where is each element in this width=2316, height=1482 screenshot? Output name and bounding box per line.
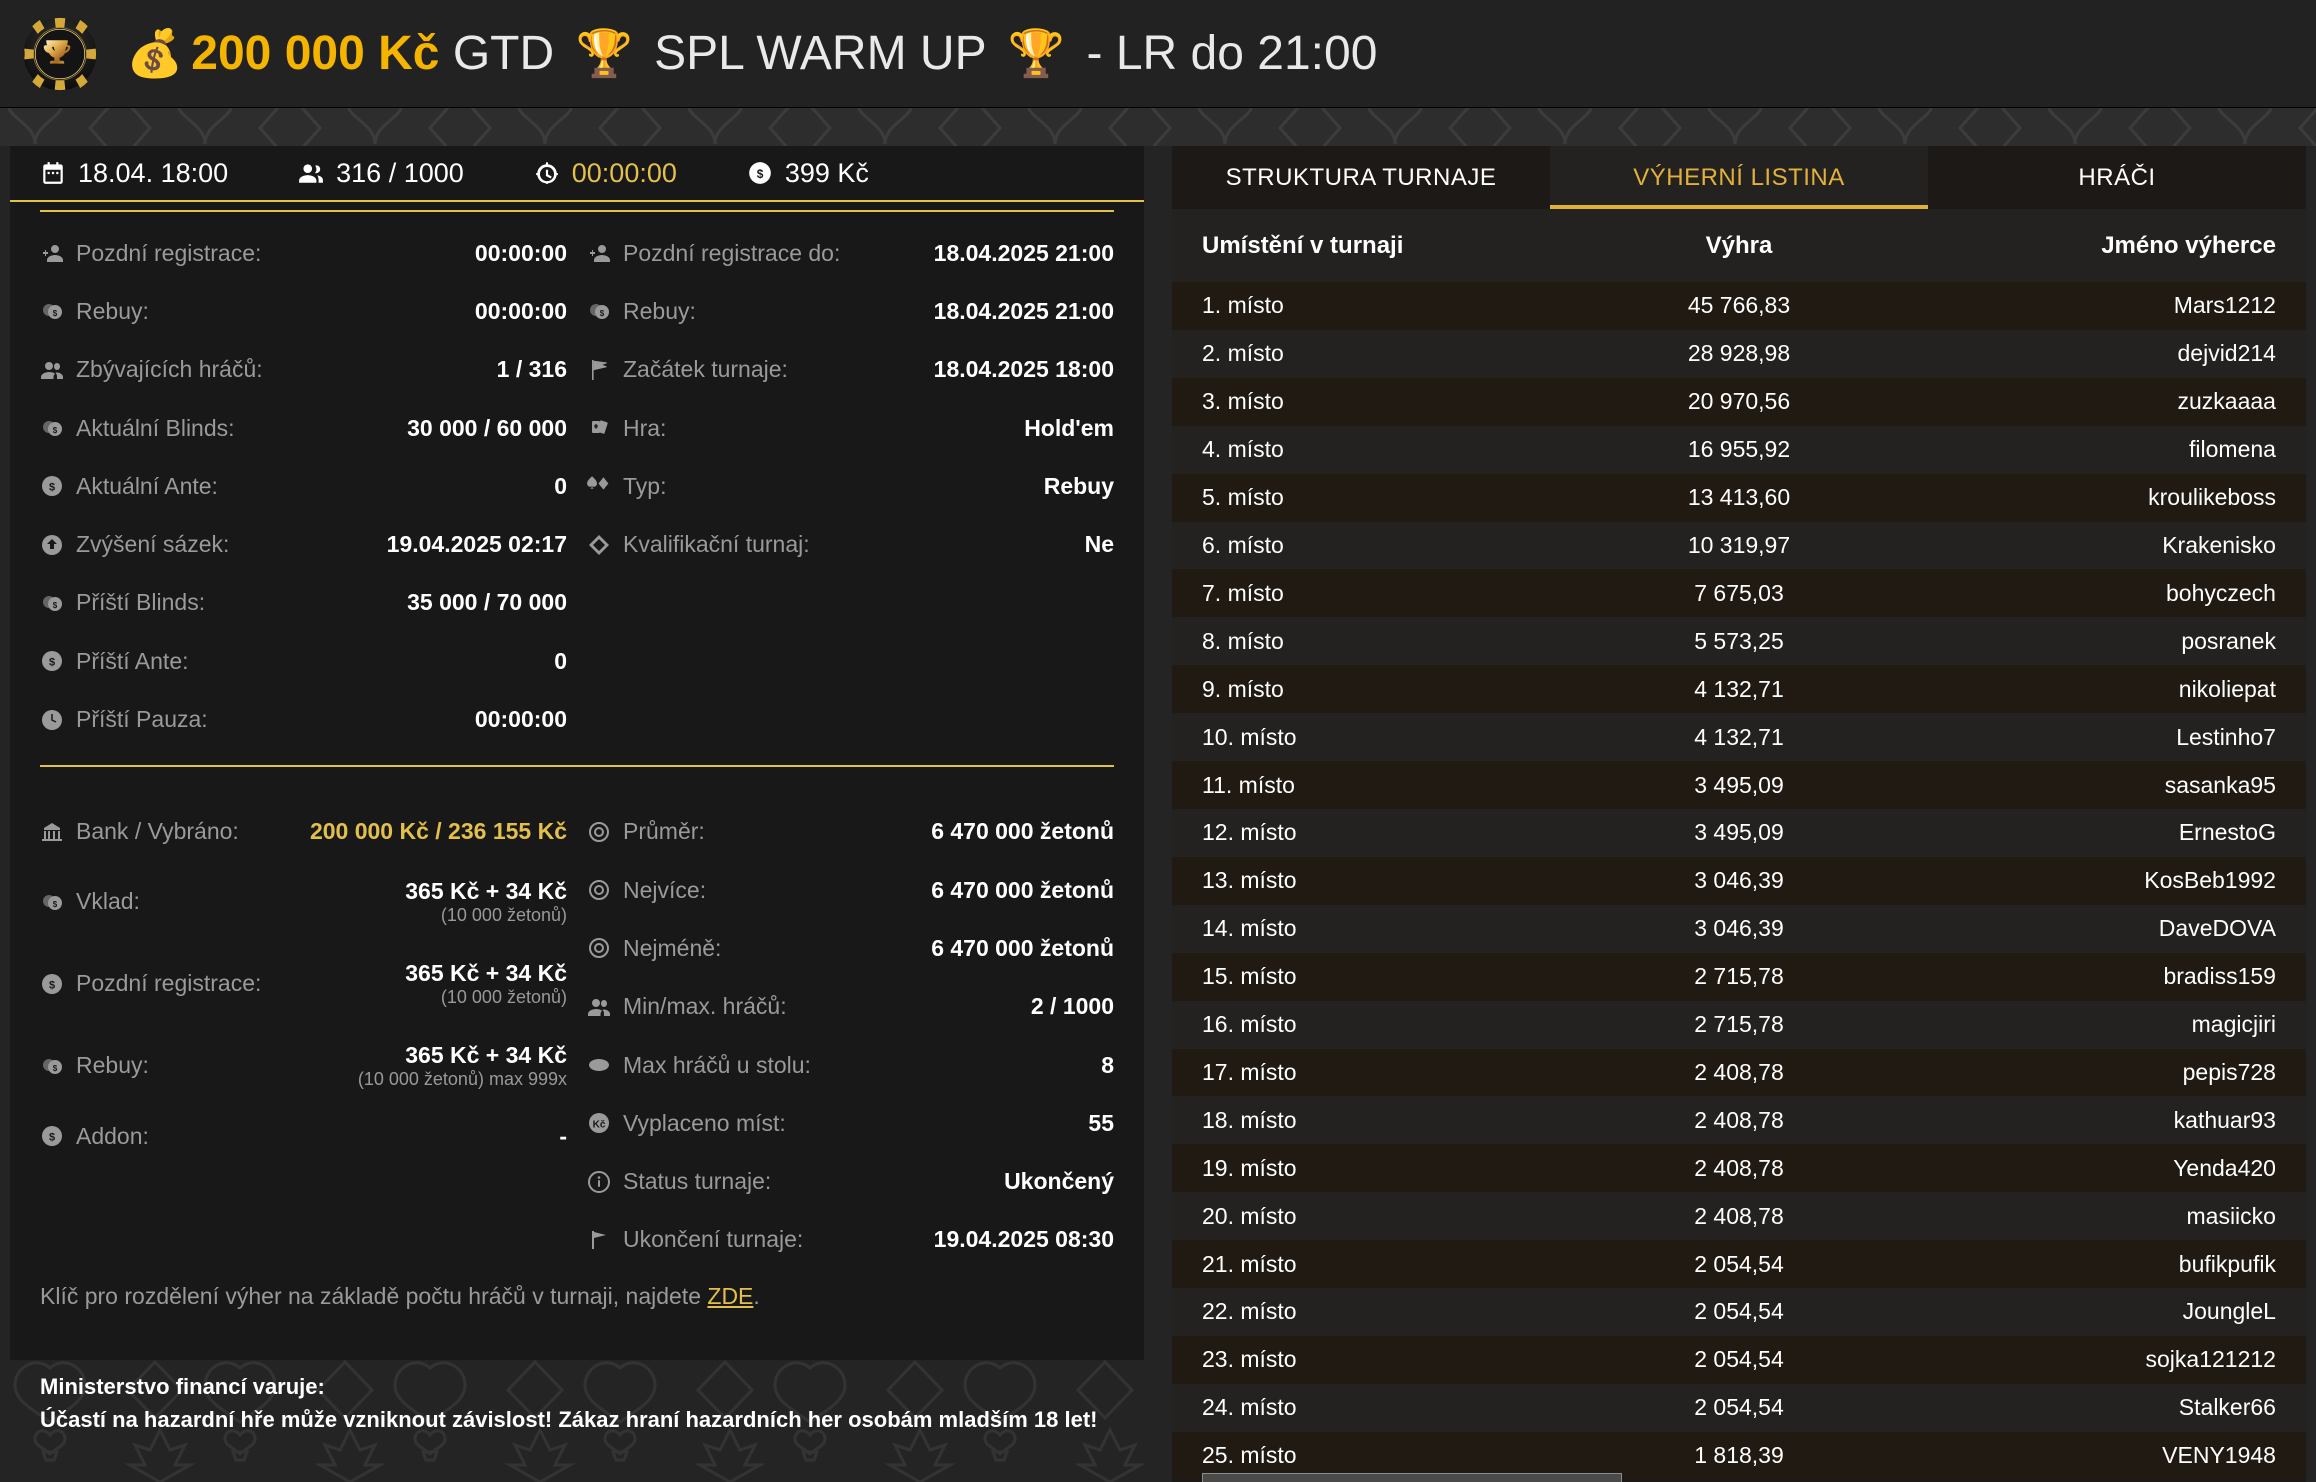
svg-text:$: $ [53,426,58,435]
svg-text:$: $ [49,1132,55,1144]
svg-text:$: $ [757,167,764,181]
svg-text:$: $ [600,309,605,318]
svg-text:$: $ [49,482,55,494]
svg-text:$: $ [53,601,58,610]
svg-text:$: $ [53,309,58,318]
svg-text:$: $ [53,1064,58,1073]
svg-text:Kč: Kč [593,1120,606,1131]
svg-text:$: $ [49,979,55,991]
svg-text:$: $ [53,900,58,909]
svg-text:$: $ [49,657,55,669]
